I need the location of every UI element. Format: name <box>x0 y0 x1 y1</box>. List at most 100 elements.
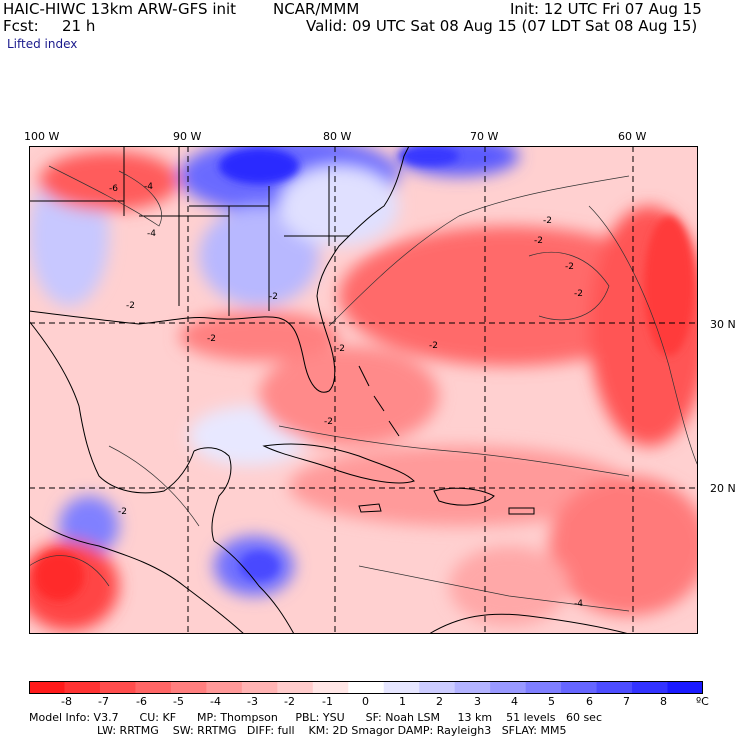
colorbar-swatch <box>383 681 420 694</box>
contour-line <box>328 175 630 327</box>
colorbar-label: 6 <box>586 695 593 708</box>
lat-label-20n: 20 N <box>710 482 736 495</box>
colorbar-swatch <box>667 681 703 694</box>
colorbar-label: 2 <box>436 695 443 708</box>
jamaica-outline <box>358 503 382 513</box>
color-scale-bar <box>29 681 703 694</box>
colorbar-swatch <box>525 681 562 694</box>
unstable-core-pacific <box>34 551 84 601</box>
unstable-area-caribbean-south <box>449 546 569 626</box>
colorbar-label: -3 <box>247 695 258 708</box>
colorbar-swatch <box>99 681 136 694</box>
colorbar-label: 0 <box>362 695 369 708</box>
unstable-area-south-atlantic <box>549 476 698 616</box>
south-america-coast <box>428 613 630 634</box>
contour-label: -2 <box>543 216 552 226</box>
colorbar-swatch <box>596 681 633 694</box>
unstable-core-far-east <box>644 216 694 356</box>
contour-line <box>29 555 110 587</box>
unstable-area-plains <box>39 151 179 211</box>
colorbar-label: -4 <box>210 695 221 708</box>
colorbar-label: 4 <box>511 695 518 708</box>
colorbar-swatch <box>64 681 101 694</box>
lat-label-30n: 30 N <box>710 318 736 331</box>
colorbar-swatch <box>419 681 456 694</box>
model-title: HAIC-HIWC 13km ARW-GFS init <box>3 0 237 18</box>
mexico-pacific-coast <box>29 515 245 634</box>
colorbar-swatch <box>561 681 598 694</box>
yucatan-outline <box>193 447 232 542</box>
colorbar-label: -1 <box>322 695 333 708</box>
contour-line <box>48 165 162 227</box>
contour-label: -2 <box>565 262 574 272</box>
organization: NCAR/MMM <box>273 0 360 18</box>
init-time: Init: 12 UTC Fri 07 Aug 15 <box>510 0 702 18</box>
lon-label-80w: 80 W <box>323 130 352 143</box>
stable-area-east-coast <box>279 166 399 246</box>
contour-line <box>358 565 630 612</box>
contour-label: -2 <box>534 236 543 246</box>
colorbar-swatch <box>277 681 314 694</box>
state-borders <box>29 146 349 316</box>
colorbar-label: -8 <box>61 695 72 708</box>
colorbar-label: 5 <box>548 695 555 708</box>
puerto-rico-outline <box>508 507 535 515</box>
us-gulf-coast <box>29 146 410 393</box>
contour-label: -4 <box>147 229 156 239</box>
model-info-line1: Model Info: V3.7 CU: KF MP: Thompson PBL… <box>29 711 602 724</box>
unstable-area-caribbean <box>289 446 629 526</box>
colorbar-label: -2 <box>284 695 295 708</box>
colorbar-unit: ºC <box>696 695 709 708</box>
stable-core-northeast <box>399 146 459 166</box>
forecast-hours: 21 h <box>62 17 96 35</box>
lon-label-90w: 90 W <box>173 130 202 143</box>
contour-label: -2 <box>207 334 216 344</box>
colorbar-label: -6 <box>136 695 147 708</box>
contour-label: -2 <box>126 301 135 311</box>
colorbar-swatch <box>29 681 65 694</box>
valid-time: Valid: 09 UTC Sat 08 Aug 15 (07 LDT Sat … <box>306 17 698 35</box>
contour-line <box>528 252 610 320</box>
forecast-label: Fcst: <box>3 17 39 35</box>
mexico-gulf-coast <box>29 320 195 494</box>
lon-label-100w: 100 W <box>24 130 60 143</box>
colorbar-swatch <box>490 681 527 694</box>
stable-area-mexico <box>59 496 119 556</box>
unstable-area-gulf-coast <box>179 311 339 361</box>
colorbar-label: -7 <box>98 695 109 708</box>
colorbar-label: 8 <box>660 695 667 708</box>
map-frame <box>29 146 698 634</box>
contour-label: -2 <box>324 417 333 427</box>
contour-label: -2 <box>269 292 278 302</box>
colorbar-label: -5 <box>173 695 184 708</box>
colorbar-label: 3 <box>474 695 481 708</box>
stable-core-north <box>219 148 299 184</box>
contour-label: -2 <box>429 341 438 351</box>
colorbar-label: 1 <box>399 695 406 708</box>
colorbar-swatch <box>206 681 243 694</box>
colorbar-border <box>29 681 703 694</box>
colorbar-swatch <box>135 681 172 694</box>
contour-label: -6 <box>109 184 118 194</box>
lon-label-60w: 60 W <box>618 130 647 143</box>
colorbar-swatch <box>348 681 385 694</box>
colorbar-swatch <box>312 681 349 694</box>
colorbar-swatch <box>632 681 669 694</box>
contour-label: -2 <box>118 507 127 517</box>
colorbar-swatch <box>241 681 278 694</box>
contour-label: -4 <box>574 599 583 609</box>
contour-label: -4 <box>144 182 153 192</box>
cuba-outline <box>262 443 415 484</box>
contour-line <box>588 205 698 467</box>
unstable-area-florida <box>259 346 439 446</box>
stable-core-central-america <box>239 551 279 581</box>
field-name: Lifted index <box>7 37 78 51</box>
bahamas-outline <box>358 365 400 437</box>
colorbar-label: 7 <box>623 695 630 708</box>
lifted-index-map: -6 -4 -4 -2 -2 -2 -2 -2 -2 -2 -4 -2 -2 -… <box>29 146 698 634</box>
contour-label: -2 <box>574 289 583 299</box>
colorbar-swatch <box>170 681 207 694</box>
contour-line <box>278 425 630 477</box>
colorbar-swatch <box>454 681 491 694</box>
central-america-coast <box>213 540 295 634</box>
